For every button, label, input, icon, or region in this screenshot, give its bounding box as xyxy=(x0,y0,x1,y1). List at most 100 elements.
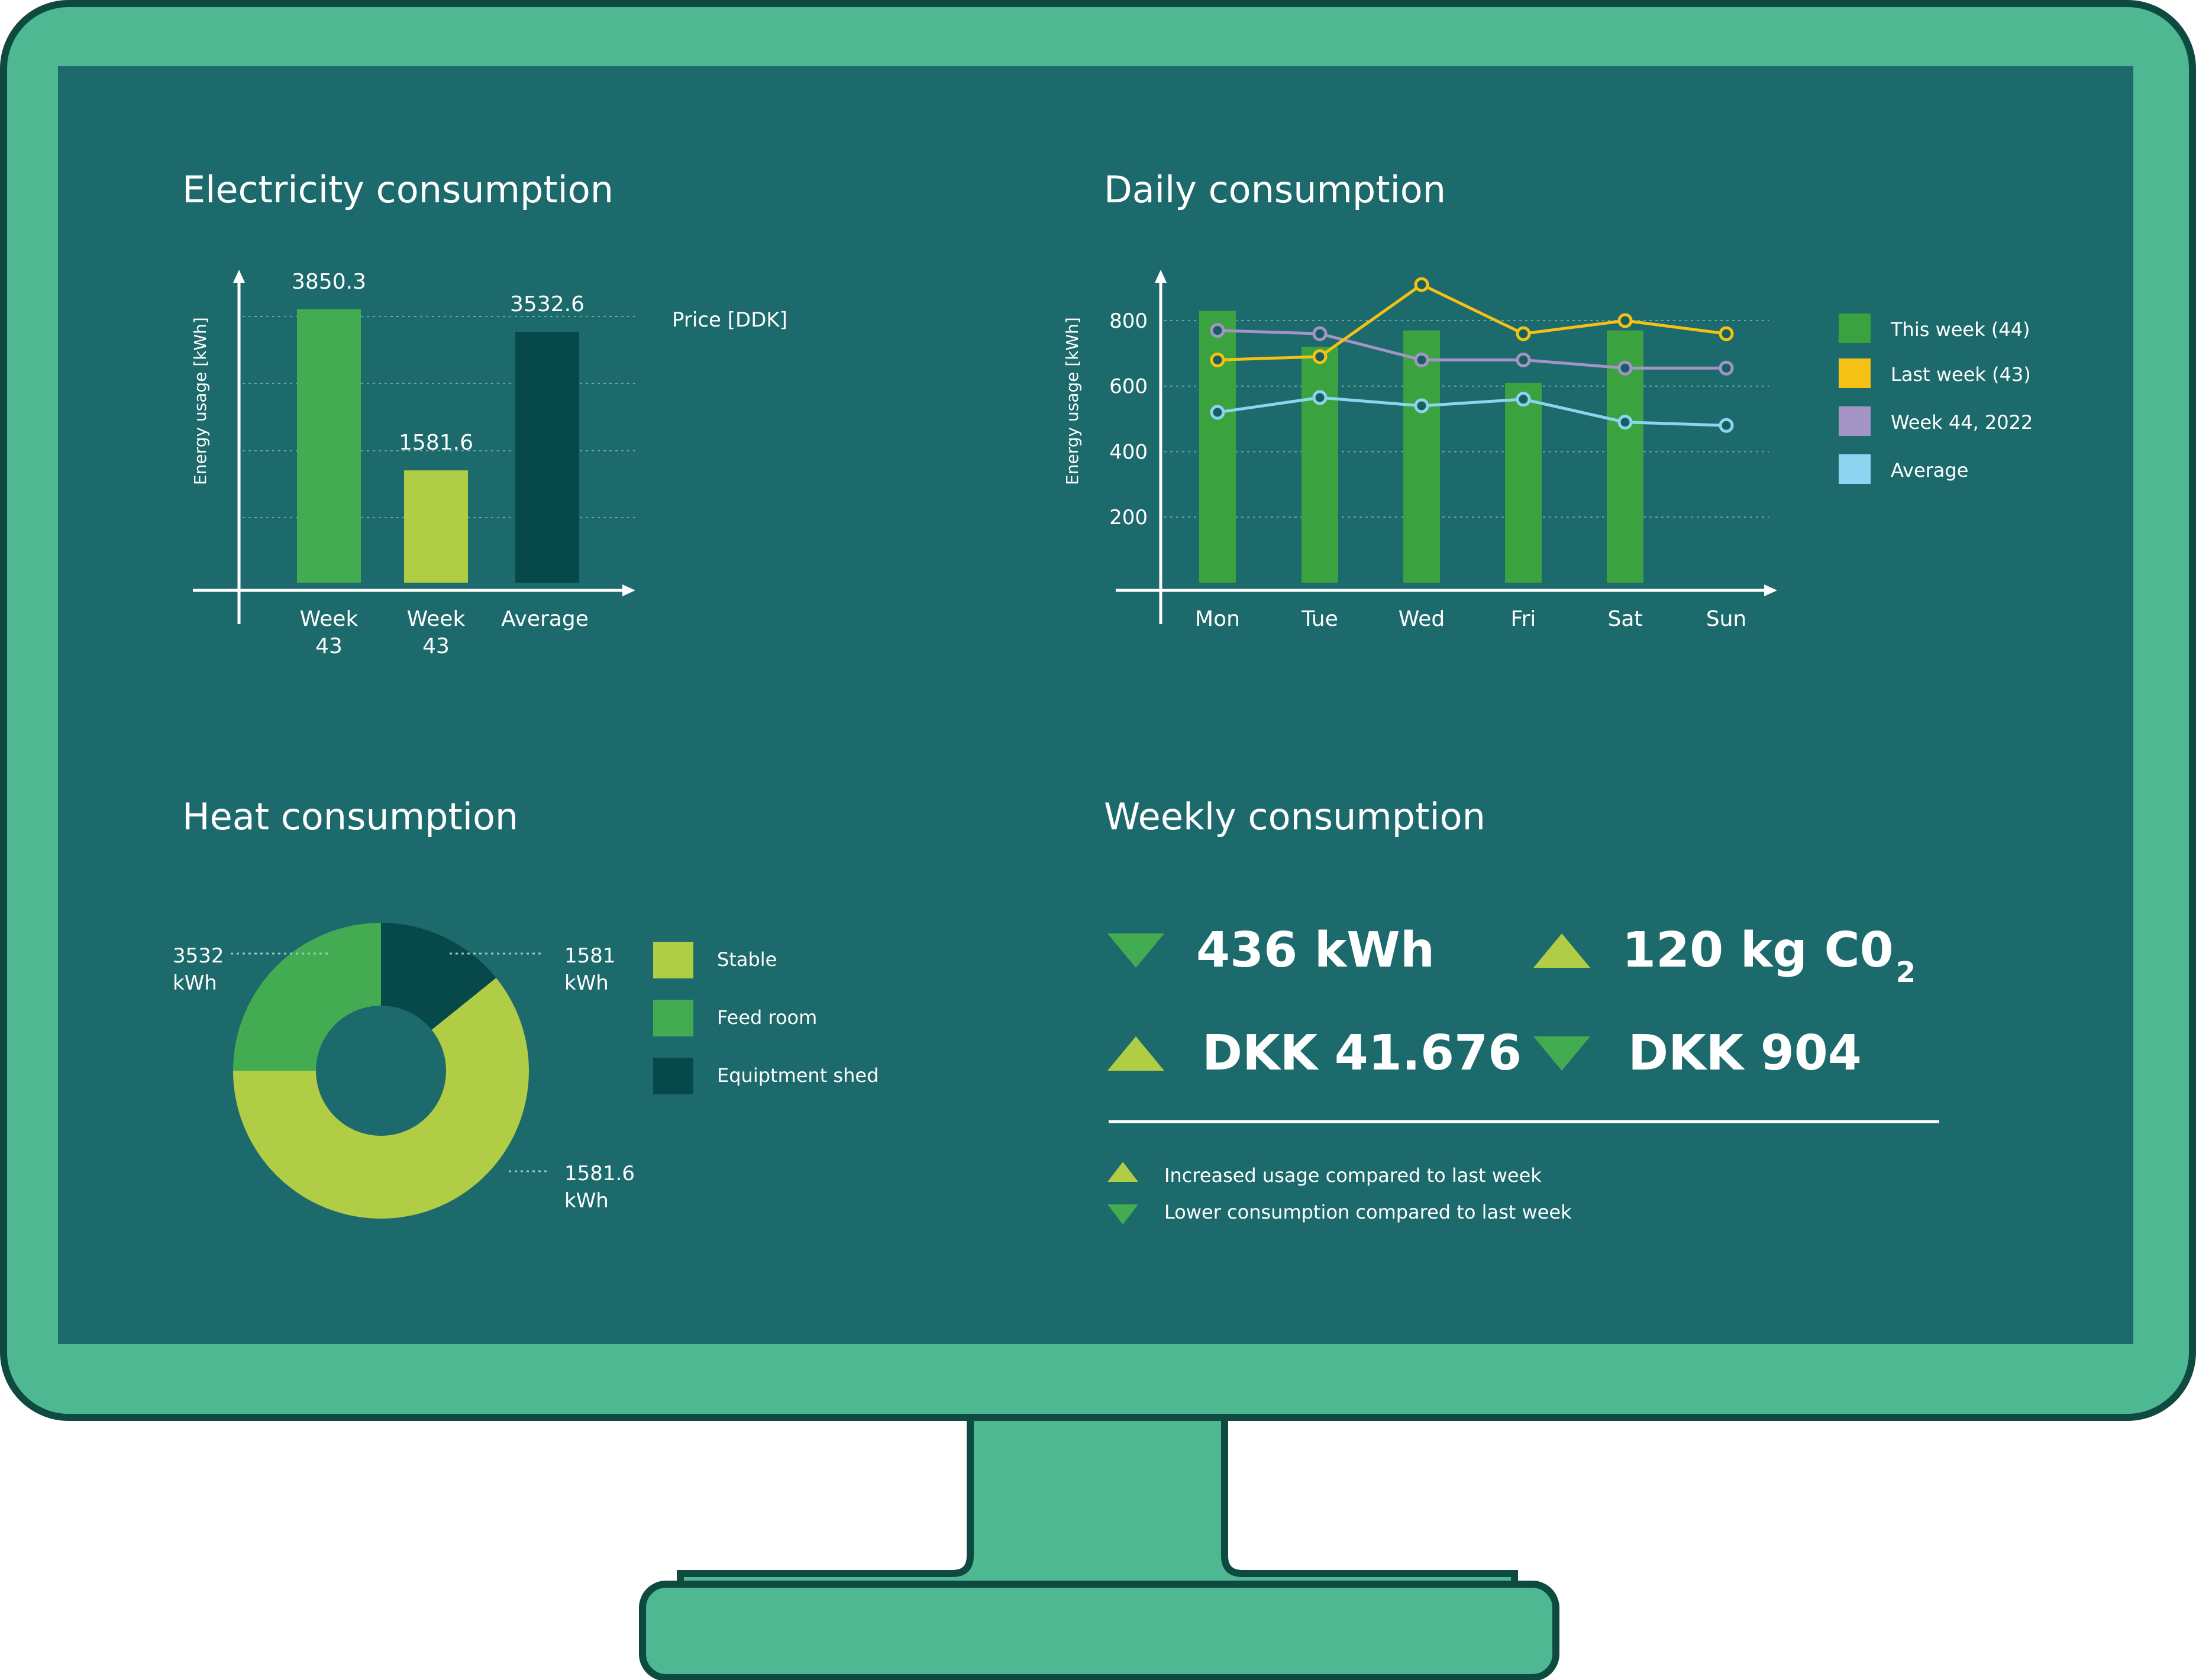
heat-callout-value: 1581.6 xyxy=(564,1162,635,1185)
weekly-panel: Weekly consumption 436 kWh 120 kg C02 DKK … xyxy=(1104,795,1939,1225)
daily-legend-swatch xyxy=(1839,406,1871,436)
heat-legend-label: Feed room xyxy=(717,1006,817,1029)
monitor-base xyxy=(639,1581,1559,1680)
heat-title: Heat consumption xyxy=(182,795,518,838)
daily-series-point xyxy=(1414,352,1429,367)
daily-x-tick-label: Tue xyxy=(1301,607,1338,631)
heat-leader-lines xyxy=(231,952,550,1172)
electricity-axes xyxy=(193,270,635,624)
daily-bar xyxy=(1199,311,1236,583)
daily-series-path xyxy=(1217,329,1726,370)
daily-legend-item: This week (44) xyxy=(1839,314,2030,343)
weekly-stats: 436 kWh 120 kg C02 DKK 41.676 DKK 904 xyxy=(1107,922,1916,1081)
daily-series-line xyxy=(1210,390,1734,433)
heat-callout-unit: kWh xyxy=(173,971,217,995)
electricity-value-label: 1581.6 xyxy=(399,431,473,455)
daily-lines xyxy=(1210,277,1734,433)
heat-legend-swatch xyxy=(653,1058,693,1094)
daily-series-path xyxy=(1217,283,1727,361)
daily-x-tick-label: Sun xyxy=(1706,607,1746,631)
daily-x-tick-labels: Mon Tue Wed Fri Sat Sun xyxy=(1195,607,1746,631)
daily-series-point xyxy=(1719,418,1734,433)
daily-legend-label: This week (44) xyxy=(1890,318,2030,341)
weekly-stat-subscript: 2 xyxy=(1896,956,1916,989)
daily-legend-label: Last week (43) xyxy=(1891,363,2031,386)
daily-legend-label: Average xyxy=(1891,459,1968,482)
daily-series-point xyxy=(1617,415,1633,430)
weekly-legend-down: Lower consumption compared to last week xyxy=(1164,1201,1572,1223)
daily-y-tick-label: 800 xyxy=(1109,309,1148,333)
daily-legend-swatch xyxy=(1839,454,1871,484)
daily-y-label: Energy usage [kWh] xyxy=(1063,317,1082,485)
daily-series-point xyxy=(1719,360,1734,376)
electricity-bar xyxy=(297,309,361,583)
weekly-stat: DKK 904 xyxy=(1533,1025,1862,1081)
daily-axes xyxy=(1116,270,1777,624)
heat-callout-value: 1581 xyxy=(564,944,616,968)
daily-gridlines xyxy=(1164,319,1769,518)
heat-legend-label: Stable xyxy=(717,948,777,971)
heat-callout-value: 3532 xyxy=(173,944,224,968)
heat-callout-unit: kWh xyxy=(564,1189,609,1213)
daily-series-point xyxy=(1210,323,1225,338)
daily-legend-item: Average xyxy=(1839,454,1968,484)
weekly-stat-value: DKK 41.676 xyxy=(1202,1025,1522,1081)
electricity-bars xyxy=(297,309,579,583)
weekly-legend-up: Increased usage compared to last week xyxy=(1164,1164,1542,1187)
daily-series-point xyxy=(1414,277,1429,292)
daily-y-arrow xyxy=(1155,270,1167,283)
weekly-stat-main: DKK 41.676 xyxy=(1202,1025,1522,1081)
electricity-value-label: 3532.6 xyxy=(510,292,584,316)
daily-series-point xyxy=(1210,352,1225,367)
heat-callout: 1581 kWh xyxy=(564,944,616,995)
electricity-x-tick-label: Average xyxy=(501,607,589,631)
weekly-stat: DKK 41.676 xyxy=(1107,1025,1522,1081)
heat-donut-hole xyxy=(316,1006,446,1136)
weekly-stat-value: 120 kg C02 xyxy=(1622,922,1916,989)
daily-series-point xyxy=(1312,390,1328,405)
weekly-stat-main: DKK 904 xyxy=(1628,1025,1862,1081)
daily-legend-swatch xyxy=(1839,358,1871,388)
decrease-triangle-icon xyxy=(1107,1204,1138,1225)
daily-series-point xyxy=(1719,326,1734,341)
electricity-y-arrow xyxy=(233,270,245,283)
increase-triangle-icon xyxy=(1107,1036,1164,1071)
daily-series-point xyxy=(1516,326,1531,341)
daily-series-point xyxy=(1617,360,1633,376)
weekly-legend: Increased usage compared to last week Lo… xyxy=(1107,1162,1572,1225)
heat-legend-item: Equiptment shed xyxy=(653,1058,879,1094)
electricity-price-label: Price [DDK] xyxy=(672,308,787,332)
daily-series-point xyxy=(1516,352,1531,367)
increase-triangle-icon xyxy=(1107,1162,1138,1182)
heat-legend-swatch xyxy=(653,1000,693,1036)
daily-title: Daily consumption xyxy=(1104,168,1446,211)
heat-legend-item: Stable xyxy=(653,942,777,978)
daily-series-line xyxy=(1210,323,1734,376)
daily-series-point xyxy=(1617,313,1633,328)
electricity-x-tick-label: Week xyxy=(407,607,466,631)
daily-x-tick-label: Wed xyxy=(1399,607,1445,631)
weekly-title: Weekly consumption xyxy=(1104,795,1485,838)
decrease-triangle-icon xyxy=(1107,933,1164,968)
daily-legend-item: Week 44, 2022 xyxy=(1839,406,2033,436)
weekly-stat: 120 kg C02 xyxy=(1533,922,1916,989)
increase-triangle-icon xyxy=(1533,933,1590,968)
heat-callout: 1581.6 kWh xyxy=(564,1162,635,1213)
heat-legend: Stable Feed room Equiptment shed xyxy=(653,942,879,1094)
electricity-value-label: 3850.3 xyxy=(292,270,366,294)
daily-bar xyxy=(1403,330,1440,583)
daily-legend-label: Week 44, 2022 xyxy=(1891,411,2033,434)
heat-callout: 3532 kWh xyxy=(173,944,224,995)
daily-series-point xyxy=(1414,398,1429,413)
electricity-value-labels: 3850.3 1581.6 3532.6 xyxy=(292,270,584,455)
weekly-stat-value: 436 kWh xyxy=(1196,922,1435,978)
electricity-bar xyxy=(515,331,579,583)
electricity-x-tick-label: 43 xyxy=(422,634,450,658)
weekly-stat: 436 kWh xyxy=(1107,922,1435,978)
electricity-x-tick-label: Week xyxy=(300,607,359,631)
daily-y-tick-labels: 200 400 600 800 xyxy=(1109,309,1148,529)
electricity-x-tick-labels: Week 43 Week 43 Average xyxy=(300,607,589,658)
daily-y-tick-label: 600 xyxy=(1109,375,1148,399)
